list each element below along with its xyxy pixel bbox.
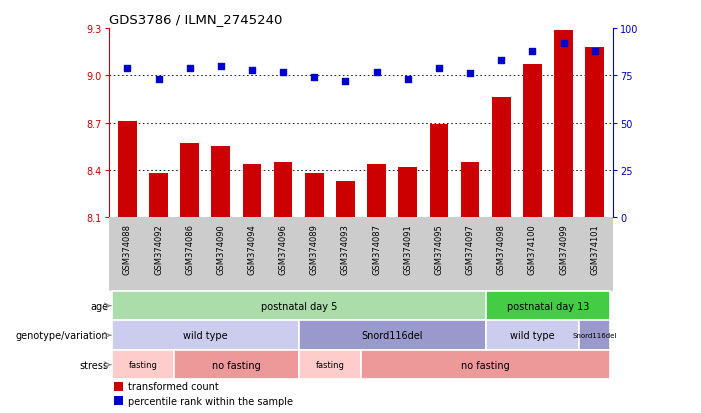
Point <box>122 65 133 72</box>
Bar <box>579 321 611 350</box>
Bar <box>367 164 386 218</box>
Bar <box>486 321 579 350</box>
Text: Snord116del: Snord116del <box>573 332 617 338</box>
Bar <box>299 321 486 350</box>
Point <box>371 69 382 76</box>
Point <box>246 67 257 74</box>
Text: GSM374092: GSM374092 <box>154 224 163 274</box>
Point <box>308 75 320 81</box>
Text: stress: stress <box>79 360 108 370</box>
Bar <box>174 350 299 380</box>
Bar <box>274 163 292 218</box>
Text: GDS3786 / ILMN_2745240: GDS3786 / ILMN_2745240 <box>109 13 282 26</box>
Text: GSM374100: GSM374100 <box>528 224 537 274</box>
Text: GSM374091: GSM374091 <box>403 224 412 274</box>
Text: postnatal day 5: postnatal day 5 <box>261 301 337 311</box>
Text: genotype/variation: genotype/variation <box>15 330 108 340</box>
Text: fasting: fasting <box>128 360 157 369</box>
Text: fasting: fasting <box>315 360 344 369</box>
Point <box>402 77 414 83</box>
Point <box>184 65 196 72</box>
Bar <box>243 164 261 218</box>
Point <box>433 65 444 72</box>
Point <box>215 63 226 70</box>
Text: GSM374098: GSM374098 <box>497 224 505 275</box>
Bar <box>114 382 123 391</box>
Bar <box>361 350 611 380</box>
Text: GSM374096: GSM374096 <box>278 224 287 275</box>
Point <box>589 48 600 55</box>
Bar <box>111 291 486 321</box>
Point <box>465 71 476 78</box>
Text: GSM374093: GSM374093 <box>341 224 350 275</box>
Bar <box>461 163 479 218</box>
Bar <box>486 291 611 321</box>
Text: GSM374101: GSM374101 <box>590 224 599 274</box>
Text: GSM374099: GSM374099 <box>559 224 568 274</box>
Text: GSM374097: GSM374097 <box>465 224 475 275</box>
Bar <box>111 350 174 380</box>
Point <box>278 69 289 76</box>
Text: GSM374089: GSM374089 <box>310 224 319 275</box>
Point <box>526 48 538 55</box>
Bar <box>336 182 355 218</box>
Bar <box>398 167 417 218</box>
Bar <box>430 125 448 218</box>
Text: percentile rank within the sample: percentile rank within the sample <box>128 396 293 406</box>
Bar <box>111 321 299 350</box>
Text: transformed count: transformed count <box>128 382 219 392</box>
Text: GSM374086: GSM374086 <box>185 224 194 275</box>
Bar <box>585 48 604 218</box>
Text: wild type: wild type <box>183 330 228 340</box>
Text: GSM374088: GSM374088 <box>123 224 132 275</box>
Bar <box>305 174 324 218</box>
Bar <box>180 144 199 218</box>
Bar <box>492 98 510 218</box>
Text: no fasting: no fasting <box>461 360 510 370</box>
Bar <box>299 350 361 380</box>
Point <box>153 77 164 83</box>
Bar <box>149 174 168 218</box>
Point <box>558 41 569 47</box>
Text: GSM374090: GSM374090 <box>217 224 225 274</box>
Bar <box>554 31 573 218</box>
Text: no fasting: no fasting <box>212 360 261 370</box>
Text: age: age <box>90 301 108 311</box>
Text: Snord116del: Snord116del <box>362 330 423 340</box>
Text: GSM374094: GSM374094 <box>247 224 257 274</box>
Bar <box>212 147 230 218</box>
Point <box>340 78 351 85</box>
Bar <box>118 122 137 218</box>
Text: GSM374095: GSM374095 <box>435 224 444 274</box>
Text: GSM374087: GSM374087 <box>372 224 381 275</box>
Text: postnatal day 13: postnatal day 13 <box>507 301 589 311</box>
Text: wild type: wild type <box>510 330 554 340</box>
Bar <box>114 396 123 405</box>
Bar <box>523 65 542 218</box>
Point <box>496 58 507 64</box>
